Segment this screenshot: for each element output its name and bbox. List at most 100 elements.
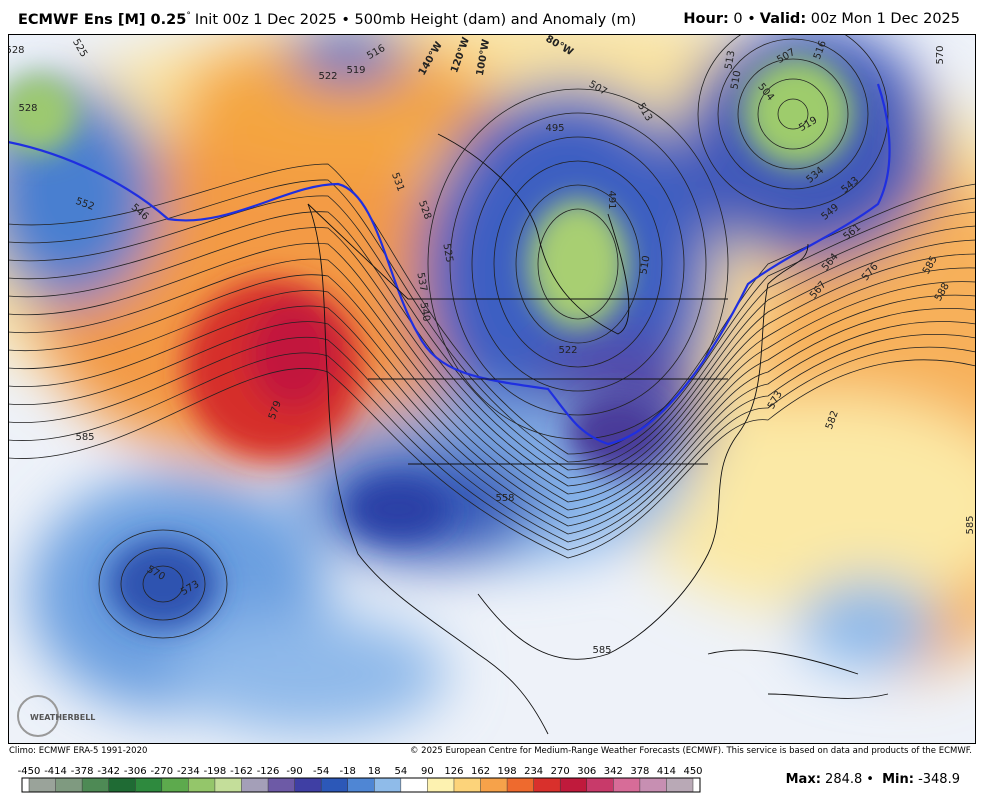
- colorbar-tick-label: -414: [44, 766, 67, 777]
- climo-note: Climo: ECMWF ERA-5 1991-2020: [9, 746, 148, 756]
- colorbar-swatch: [294, 778, 322, 792]
- low-contour: [737, 58, 849, 170]
- colorbar-tick-label: 270: [551, 766, 570, 777]
- colorbar-tick-label: -18: [340, 766, 356, 777]
- colorbar-tick-label: 198: [498, 766, 517, 777]
- logo: WEATHERBELL: [17, 695, 95, 737]
- colorbar-tick-label: 162: [471, 766, 490, 777]
- contour-label: 570: [935, 45, 946, 64]
- colorbar-swatch: [533, 778, 561, 792]
- colorbar-tick-label: -162: [230, 766, 253, 777]
- colorbar-tick-label: 306: [577, 766, 596, 777]
- low-contour: [515, 184, 641, 344]
- contour-label: 585: [592, 645, 611, 656]
- height-contour: [8, 359, 976, 559]
- colorbar-tick-label: -90: [286, 766, 302, 777]
- colorbar-tick-label: 378: [630, 766, 649, 777]
- colorbar-tick-label: -54: [313, 766, 329, 777]
- colorbar-tick-label: -234: [177, 766, 200, 777]
- header-left: ECMWF Ens [M] 0.25° Init 00z 1 Dec 2025 •…: [18, 11, 636, 28]
- colorbar-swatch: [135, 778, 162, 792]
- low-contour: [427, 88, 729, 440]
- colorbar-swatch: [586, 778, 614, 792]
- max-min: Max: 284.8 • Min: -348.9: [786, 772, 964, 787]
- colorbar: -450 -414 -378 -342 -306 -270 -234 -198 -162 -126…: [18, 766, 703, 793]
- colorbar-swatch: [241, 778, 269, 792]
- colorbar-swatch: [82, 778, 109, 792]
- colorbar-tick-label: 18: [368, 766, 381, 777]
- contour-label: 585: [965, 515, 976, 534]
- colorbar-swatch: [374, 778, 401, 792]
- title-rest: Init 00z 1 Dec 2025 • 500mb Height (dam)…: [194, 11, 637, 28]
- height-contour: [8, 305, 976, 527]
- colorbar-swatch: [347, 778, 375, 792]
- colorbar-swatch: [55, 778, 83, 792]
- colorbar-swatch: [507, 778, 534, 792]
- colorbar-swatch: [560, 778, 587, 792]
- colorbar-tick-label: -306: [124, 766, 147, 777]
- colorbar-tick-label: -198: [204, 766, 227, 777]
- contour-label: 510: [638, 255, 652, 276]
- contour-label: 528: [8, 45, 25, 56]
- colorbar-tick-label: -342: [97, 766, 120, 777]
- low-contour: [697, 34, 889, 210]
- contour-label: 540: [417, 302, 431, 323]
- hour-value: 0 •: [733, 11, 756, 27]
- colorbar-border: [21, 777, 701, 793]
- max-value: 284.8: [825, 772, 863, 787]
- colorbar-swatch: [400, 778, 428, 792]
- colorbar-swatch: [321, 778, 348, 792]
- header-right: Hour: 0 • Valid: 00z Mon 1 Dec 2025: [683, 11, 964, 27]
- colorbar-tick-label: 342: [604, 766, 623, 777]
- valid-label: Valid:: [759, 11, 807, 27]
- colorbar-swatch: [453, 778, 481, 792]
- height-contour: [8, 242, 976, 495]
- shade-core: [568, 394, 668, 474]
- contour-label: 513: [723, 50, 737, 71]
- height-contour: [8, 258, 976, 503]
- contour-label: 495: [545, 123, 564, 134]
- height-contour: [8, 274, 976, 511]
- colorbar-tick-label: 414: [657, 766, 676, 777]
- low-contour: [777, 98, 809, 130]
- colorbar-swatch: [161, 778, 189, 792]
- map-frame: [8, 34, 976, 744]
- max-label: Max:: [785, 772, 821, 787]
- colorbar-swatch: [427, 778, 454, 792]
- height-contour: [8, 179, 976, 463]
- title-bold: ECMWF Ens [M] 0.25: [18, 11, 187, 28]
- low-contour: [757, 78, 829, 150]
- shade: [168, 614, 448, 734]
- colorbar-swatch: [613, 778, 640, 792]
- min-label: Min:: [882, 772, 914, 787]
- shade-core: [348, 479, 448, 539]
- anomaly-shading: [8, 34, 976, 734]
- hour-label: Hour:: [683, 11, 729, 27]
- colorbar-tick-label: -378: [71, 766, 94, 777]
- height-contour: [8, 346, 976, 551]
- colorbar-swatch: [666, 778, 693, 792]
- low-contour: [537, 208, 619, 320]
- colorbar-tick-label: 126: [444, 766, 463, 777]
- low-contour: [98, 529, 228, 639]
- colorbar-tick-label: -270: [150, 766, 173, 777]
- colorbar-swatch: [29, 778, 56, 792]
- height-contour: [8, 211, 976, 479]
- low-contour: [471, 136, 685, 392]
- valid-value: 00z Mon 1 Dec 2025: [810, 11, 960, 27]
- colorbar-swatch: [188, 778, 215, 792]
- contour-label: 522: [558, 345, 577, 356]
- height-contour: [8, 321, 976, 535]
- shade: [288, 34, 408, 84]
- contour-label: 585: [75, 432, 94, 443]
- height-contour: [8, 227, 976, 487]
- low-contour: [120, 547, 206, 621]
- shade: [798, 579, 938, 669]
- height-contour: [8, 334, 976, 543]
- contour-label: 522: [318, 71, 337, 82]
- contour-label: 525: [440, 243, 454, 264]
- low-contour: [142, 565, 184, 603]
- shade-core: [528, 199, 628, 329]
- colorbar-swatch: [268, 778, 295, 792]
- separator: •: [866, 772, 874, 787]
